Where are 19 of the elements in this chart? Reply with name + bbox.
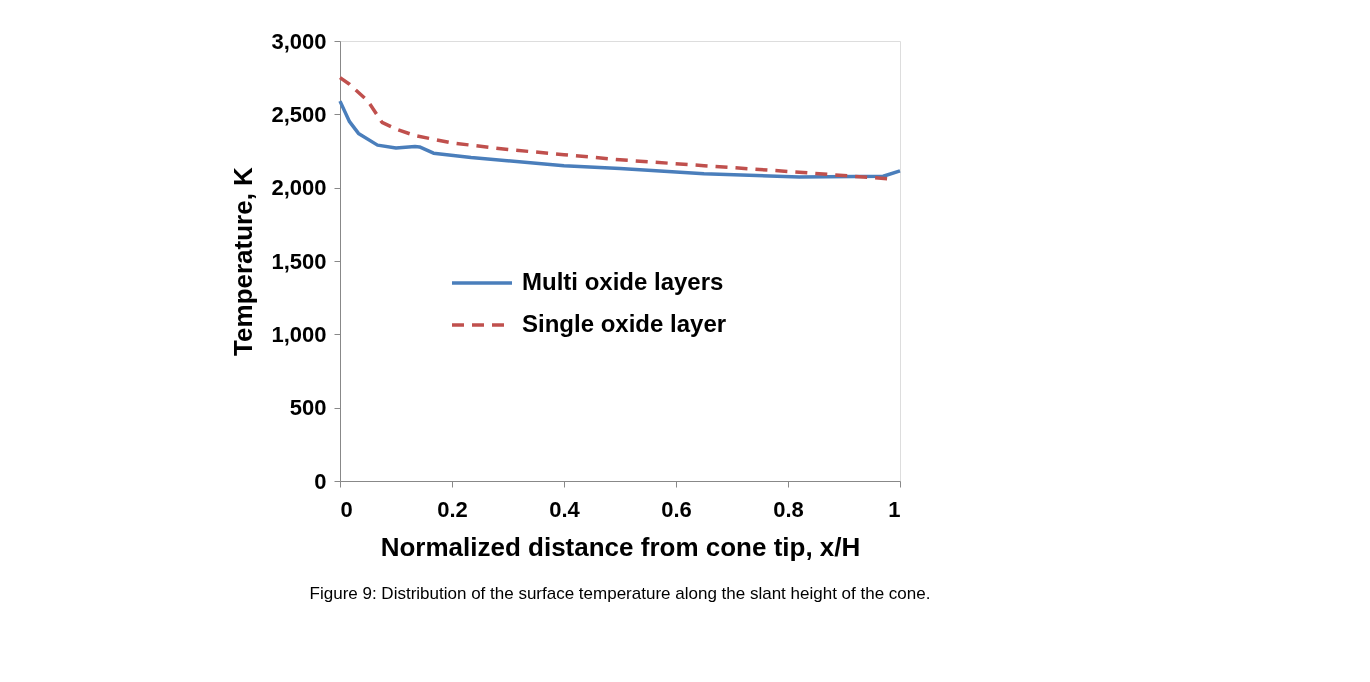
x-tick-label: 0.8: [773, 496, 804, 522]
line-series: [338, 99, 902, 179]
y-tick-label: 500: [289, 395, 327, 421]
y-tick-label: 2,000: [271, 175, 327, 201]
y-tick-label: 2,500: [271, 101, 327, 127]
y-axis-title: Temperature, K: [228, 166, 259, 356]
y-tick-label: 1,500: [271, 248, 327, 274]
legend-label: Multi oxide layers: [522, 268, 724, 295]
x-tick-label: 0.2: [437, 496, 468, 522]
legend-label: Single oxide layer: [522, 310, 727, 337]
x-tick-label: 0.6: [661, 496, 692, 522]
x-tick-label: 0.4: [549, 496, 581, 522]
y-tick-label: 3,000: [271, 28, 327, 54]
y-tick-label: 1,000: [271, 321, 327, 347]
y-tick-label: 0: [314, 468, 327, 494]
caption: Figure 9: Distribution of the surface temperature along the slant height of the cone.: [309, 584, 931, 603]
x-tick-label: 0: [340, 496, 353, 522]
x-axis-title: Normalized distance from cone tip, x/H: [380, 531, 861, 562]
x-tick-label: 1: [888, 496, 901, 522]
